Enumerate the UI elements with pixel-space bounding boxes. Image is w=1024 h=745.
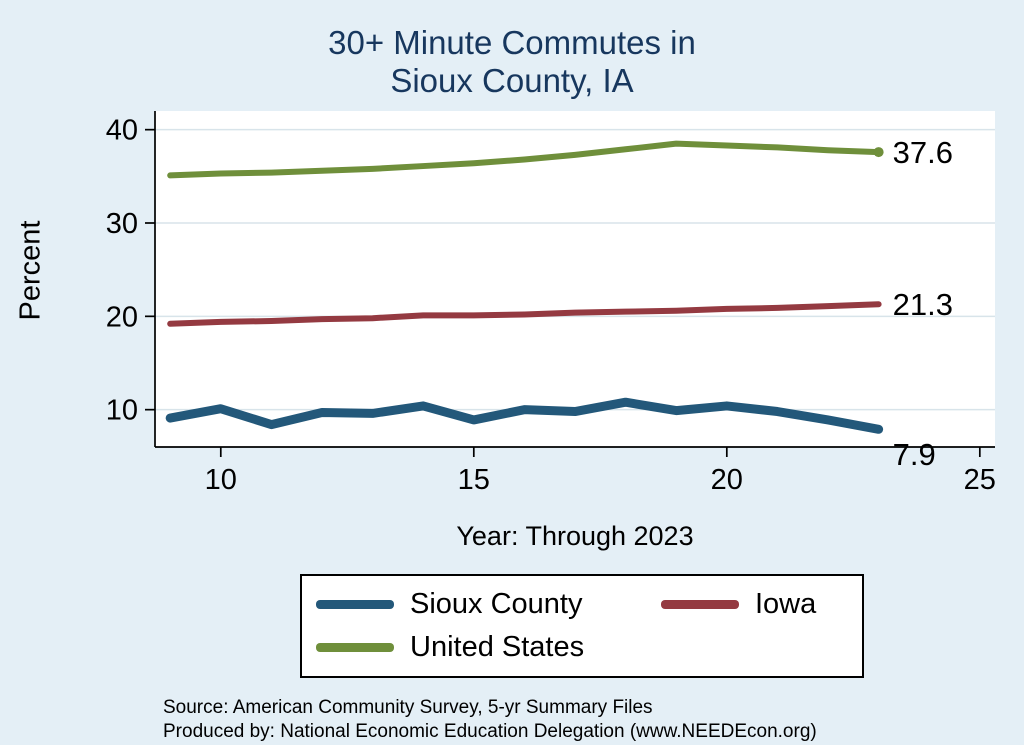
series-line-iowa bbox=[167, 300, 882, 327]
chart-title-line2: Sioux County, IA bbox=[390, 62, 634, 100]
chart-title-line1: 30+ Minute Commutes in bbox=[328, 24, 696, 61]
footer: Source: American Community Survey, 5-yr … bbox=[0, 696, 1024, 745]
chart-area: Percent 10 20 30 40 10 15 20 25 7.9 21.3 37.6 bbox=[0, 105, 1024, 497]
x-tick-label: 25 bbox=[964, 464, 996, 496]
legend-item-sioux-county: Sioux County bbox=[316, 588, 661, 621]
legend-item-united-states: United States bbox=[316, 631, 661, 664]
x-tick-label: 15 bbox=[458, 464, 490, 496]
chart-title: 30+ Minute Commutes in Sioux County, IA bbox=[0, 0, 1024, 101]
y-axis-label: Percent bbox=[14, 220, 47, 321]
series-line-united-states bbox=[167, 140, 882, 178]
x-tick-label: 10 bbox=[205, 464, 237, 496]
series-line-sioux-county bbox=[165, 397, 884, 434]
y-tick-label: 10 bbox=[106, 394, 138, 426]
end-value-label-iowa: 21.3 bbox=[893, 287, 953, 322]
end-marker-united-states bbox=[873, 146, 884, 157]
y-tick-label: 20 bbox=[106, 301, 138, 333]
legend-swatch-iowa bbox=[661, 599, 739, 609]
y-tick-label: 30 bbox=[106, 208, 138, 240]
x-axis-label: Year: Through 2023 bbox=[456, 520, 694, 551]
legend-item-iowa: Iowa bbox=[661, 588, 848, 621]
plot-background bbox=[155, 110, 995, 447]
legend-label-united-states: United States bbox=[410, 630, 585, 663]
x-tick-label: 20 bbox=[711, 464, 743, 496]
end-value-label-united-states: 37.6 bbox=[893, 135, 953, 170]
legend-label-iowa: Iowa bbox=[755, 587, 817, 620]
legend-swatch-united-states bbox=[316, 642, 394, 652]
legend-swatch-sioux-county bbox=[316, 599, 394, 609]
footer-source-line: Source: American Community Survey, 5-yr … bbox=[163, 696, 653, 718]
y-axis-label-gutter: Percent bbox=[0, 105, 62, 497]
legend-label-sioux-county: Sioux County bbox=[410, 587, 583, 620]
footer-produced-line: Produced by: National Economic Education… bbox=[163, 721, 817, 743]
end-value-label-sioux-county: 7.9 bbox=[893, 437, 936, 472]
y-tick-label: 40 bbox=[106, 114, 138, 146]
legend: Sioux County Iowa United States bbox=[300, 573, 864, 678]
plot-area: 10 20 30 40 10 15 20 25 7.9 21.3 37.6 bbox=[106, 110, 996, 496]
